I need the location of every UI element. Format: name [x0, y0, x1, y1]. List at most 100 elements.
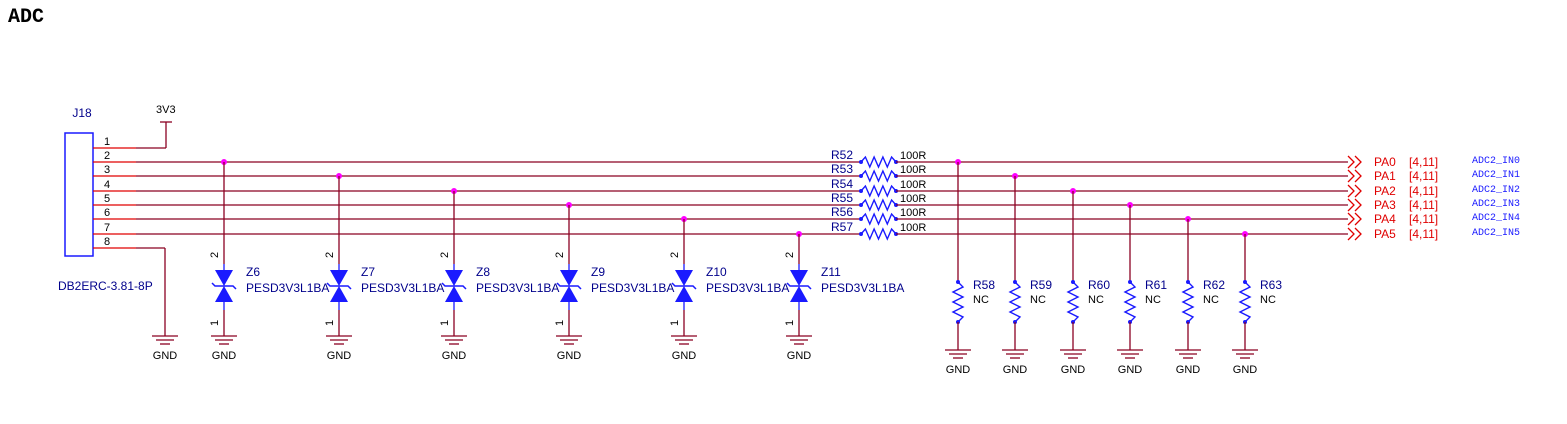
pull-resistor-value: NC [1030, 294, 1046, 306]
resistor-pin-dot [859, 189, 863, 193]
gnd-label: GND [557, 350, 582, 362]
gnd-tvs: GND [211, 335, 237, 362]
tvs-triangle-bottom [790, 286, 808, 302]
tvs-ref: Z9 [591, 265, 605, 279]
tvs-bar [211, 282, 237, 290]
tvs-part: PESD3V3L1BA [361, 281, 444, 295]
gnd-tvs: GND [326, 335, 352, 362]
net-label: ADC2_IN3 [1472, 199, 1520, 210]
series-resistor [860, 184, 897, 198]
tvs-ref: Z8 [476, 265, 490, 279]
tvs-pin-number: 2 [324, 252, 336, 258]
gnd-pull: GND [1060, 349, 1086, 376]
connector-pin-number: 6 [104, 207, 110, 219]
pull-resistor [1181, 281, 1195, 323]
tvs-triangle-top [790, 270, 808, 286]
port-arrow-icon [1347, 198, 1362, 212]
series-resistor [860, 227, 897, 241]
pull-resistor [1123, 281, 1137, 323]
tvs-diode [326, 264, 352, 310]
series-resistor-value: 100R [900, 150, 926, 162]
tvs-triangle-top [330, 270, 348, 286]
tvs-diode [786, 264, 812, 310]
port-ref: [4,11] [1409, 155, 1438, 169]
series-resistor-value: 100R [900, 207, 926, 219]
connector-pin-number: 1 [104, 136, 110, 148]
tvs-ref: Z11 [821, 265, 841, 279]
gnd-label: GND [1118, 364, 1143, 376]
gnd-label: GND [1176, 364, 1201, 376]
series-resistor-value: 100R [900, 222, 926, 234]
connector-pin-number: 8 [104, 236, 110, 248]
resistor-pin-dot [859, 174, 863, 178]
gnd-label: GND [672, 350, 697, 362]
series-resistor [860, 155, 897, 169]
gnd-tvs: GND [786, 335, 812, 362]
connector-part: DB2ERC-3.81-8P [58, 279, 153, 293]
pull-resistor-ref: R63 [1260, 278, 1282, 292]
connector-pin-number: 5 [104, 193, 110, 205]
tvs-part: PESD3V3L1BA [246, 281, 329, 295]
gnd-pull: GND [1117, 349, 1143, 376]
gnd-label: GND [946, 364, 971, 376]
series-resistor [860, 212, 897, 226]
series-resistor-ref: R56 [831, 205, 853, 219]
tvs-triangle-bottom [445, 286, 463, 302]
pull-resistor [951, 281, 965, 323]
net-label: ADC2_IN2 [1472, 185, 1520, 196]
tvs-ref: Z7 [361, 265, 375, 279]
connector-body [64, 132, 94, 257]
pull-resistor-value: NC [1088, 294, 1104, 306]
port-arrow-icon [1347, 169, 1362, 183]
tvs-bar [786, 282, 812, 290]
port-name: PA4 [1374, 212, 1396, 226]
pull-resistor [1066, 281, 1080, 323]
tvs-triangle-bottom [560, 286, 578, 302]
tvs-pin-number: 2 [209, 252, 221, 258]
series-resistor-value: 100R [900, 193, 926, 205]
tvs-part: PESD3V3L1BA [821, 281, 904, 295]
series-resistor-ref: R55 [831, 191, 853, 205]
port-ref: [4,11] [1409, 227, 1438, 241]
resistor-pin-dot [859, 232, 863, 236]
tvs-pin-number: 1 [554, 320, 566, 326]
tvs-diode [671, 264, 697, 310]
tvs-pin-number: 1 [439, 320, 451, 326]
gnd-pull: GND [1232, 349, 1258, 376]
tvs-triangle-top [445, 270, 463, 286]
gnd-label: GND [1003, 364, 1028, 376]
page-title: ADC [8, 6, 45, 29]
resistor-pin-dot [859, 217, 863, 221]
resistor-pin-dot [1071, 280, 1075, 284]
pull-resistor-ref: R60 [1088, 278, 1110, 292]
gnd-label: GND [212, 350, 237, 362]
port-name: PA2 [1374, 184, 1396, 198]
series-resistor-value: 100R [900, 179, 926, 191]
tvs-ref: Z10 [706, 265, 727, 279]
gnd-tvs: GND [441, 335, 467, 362]
tvs-pin-number: 1 [324, 320, 336, 326]
net-label: ADC2_IN5 [1472, 228, 1520, 239]
connector-ref: J18 [72, 106, 92, 120]
pull-resistor-value: NC [1145, 294, 1161, 306]
resistor-pin-dot [859, 160, 863, 164]
net-label: ADC2_IN4 [1472, 213, 1520, 224]
tvs-pin-number: 2 [784, 252, 796, 258]
series-resistor-ref: R54 [831, 177, 853, 191]
tvs-bar [556, 282, 582, 290]
tvs-bar [671, 282, 697, 290]
port-ref: [4,11] [1409, 198, 1438, 212]
gnd-tvs: GND [556, 335, 582, 362]
tvs-triangle-bottom [675, 286, 693, 302]
tvs-pin-number: 2 [554, 252, 566, 258]
gnd-connector: GND [152, 335, 178, 362]
tvs-bar [326, 282, 352, 290]
tvs-part: PESD3V3L1BA [476, 281, 559, 295]
pull-resistor-ref: R59 [1030, 278, 1052, 292]
tvs-pin-number: 1 [784, 320, 796, 326]
tvs-diode [211, 264, 237, 310]
resistor-pin-dot [956, 280, 960, 284]
resistor-pin-dot [1128, 280, 1132, 284]
pull-resistor-value: NC [1203, 294, 1219, 306]
